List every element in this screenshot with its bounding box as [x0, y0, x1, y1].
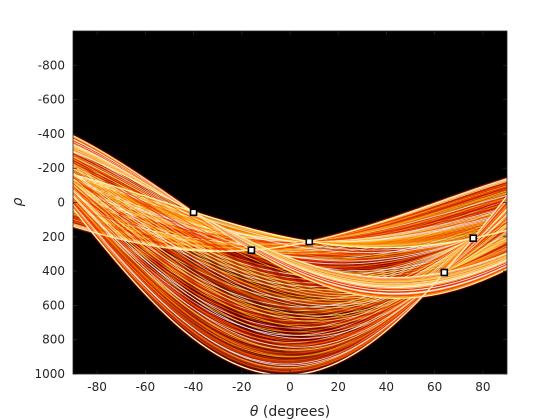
x-axis-unit: (degrees) — [258, 404, 330, 420]
peak-marker-4 — [440, 268, 449, 277]
y-axis: -800 -600 -400 -200 0 200 400 600 800 1000 — [34, 58, 507, 381]
x-tick-label: -60 — [136, 380, 156, 394]
x-tick-label: 20 — [331, 380, 346, 394]
y-axis-title: ρ — [10, 197, 26, 206]
heat-trace-101 — [73, 194, 507, 322]
y-tick-label: 800 — [42, 333, 65, 347]
y-tick-label: 1000 — [34, 367, 65, 381]
heat-trace-90 — [73, 184, 507, 284]
accumulator-heatmap — [73, 134, 507, 374]
heat-trace-81 — [73, 176, 507, 256]
x-axis-title: θ (degrees) — [250, 404, 330, 420]
y-tick-label: -400 — [38, 127, 65, 141]
heat-trace-89 — [73, 184, 507, 281]
peak-marker-5 — [469, 234, 478, 242]
x-axis: -80 -60 -40 -20 0 20 40 60 80 — [87, 31, 491, 394]
heat-crest-2 — [73, 173, 507, 249]
x-tick-label: 40 — [379, 380, 394, 394]
x-tick-label: 0 — [286, 380, 294, 394]
x-tick-label: -40 — [184, 380, 204, 394]
heat-crest-0 — [73, 135, 507, 299]
y-tick-label: 600 — [42, 298, 65, 312]
heat-trace-91 — [73, 185, 507, 287]
y-tick-label: 0 — [57, 196, 65, 210]
peak-marker-3 — [305, 237, 314, 246]
heat-trace-102 — [73, 195, 507, 326]
y-tick-label: -800 — [38, 58, 65, 72]
x-tick-label: -20 — [232, 380, 252, 394]
peak-marker-1 — [189, 208, 198, 217]
x-tick-label: 60 — [427, 380, 442, 394]
peak-markers — [189, 208, 478, 277]
y-tick-label: -600 — [38, 93, 65, 107]
heat-trace-100 — [73, 194, 507, 318]
x-tick-label: 80 — [475, 380, 490, 394]
x-axis-symbol: θ — [250, 404, 259, 420]
heat-traces — [73, 135, 507, 374]
heat-crest-4 — [73, 151, 507, 279]
heat-crest-1 — [73, 178, 507, 253]
y-tick-label: -200 — [38, 161, 65, 175]
y-tick-label: 400 — [42, 264, 65, 278]
y-tick-label: 200 — [42, 230, 65, 244]
heat-crest-3 — [73, 195, 507, 374]
heat-trace-79 — [73, 175, 507, 251]
x-tick-label: -80 — [87, 380, 107, 394]
peak-marker-2 — [247, 246, 256, 254]
heat-trace-88 — [73, 183, 507, 277]
